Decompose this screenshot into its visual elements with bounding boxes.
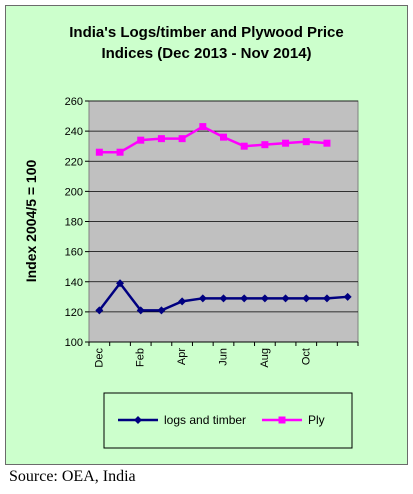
x-tick-label: Jun (218, 348, 230, 366)
data-point (220, 133, 227, 141)
data-point (95, 306, 104, 315)
chart-title-line2: Indices (Dec 2013 - Nov 2014) (101, 45, 312, 62)
data-point (260, 294, 269, 303)
y-tick-label: 260 (65, 96, 83, 108)
data-point (219, 294, 228, 303)
data-point (178, 297, 187, 306)
chart-title-line1: India's Logs/timber and Plywood Price (69, 24, 344, 41)
legend-label: logs and timber (164, 413, 246, 427)
x-tick-label: Oct (300, 348, 312, 365)
legend-label: Ply (308, 413, 325, 427)
x-tick-label: Aug (259, 348, 271, 368)
y-tick-label: 180 (65, 217, 83, 229)
y-tick-label: 160 (65, 247, 83, 259)
x-axis-ticks: Dec Feb Apr Jun Aug Oct (88, 341, 359, 368)
y-axis-ticks: 100 120 140 160 180 200 220 240 260 (65, 96, 89, 349)
x-tick-label: Apr (176, 348, 188, 365)
data-point (322, 294, 331, 303)
data-point (136, 306, 145, 315)
y-tick-label: 200 (65, 186, 83, 198)
data-point (116, 148, 124, 156)
data-point (178, 135, 186, 143)
data-point (137, 136, 145, 144)
x-tick-label: Dec (93, 348, 105, 368)
data-point (281, 294, 290, 303)
y-axis-title: Index 2004/5 = 100 (23, 159, 39, 282)
data-point (240, 142, 248, 150)
legend: logs and timber Ply (118, 413, 325, 427)
legend-marker (278, 416, 286, 424)
data-point (302, 294, 311, 303)
y-tick-label: 240 (65, 126, 83, 138)
data-point (157, 135, 165, 143)
y-tick-label: 220 (65, 156, 83, 168)
data-point (198, 294, 207, 303)
data-point (95, 148, 103, 156)
data-point (323, 139, 331, 147)
chart-title: India's Logs/timber and Plywood Price In… (0, 22, 413, 64)
data-point (343, 292, 352, 301)
data-point (157, 306, 166, 315)
data-point (282, 139, 290, 147)
y-tick-label: 100 (65, 337, 83, 349)
source-note: Source: OEA, India (9, 468, 136, 485)
data-point (261, 141, 269, 149)
data-point (116, 279, 125, 288)
series-group (95, 123, 352, 315)
x-tick-label: Feb (135, 348, 147, 367)
data-point (199, 123, 207, 131)
legend-marker (134, 416, 142, 424)
data-point (302, 138, 310, 146)
data-point (240, 294, 249, 303)
y-tick-label: 120 (65, 307, 83, 319)
y-tick-label: 140 (65, 277, 83, 289)
